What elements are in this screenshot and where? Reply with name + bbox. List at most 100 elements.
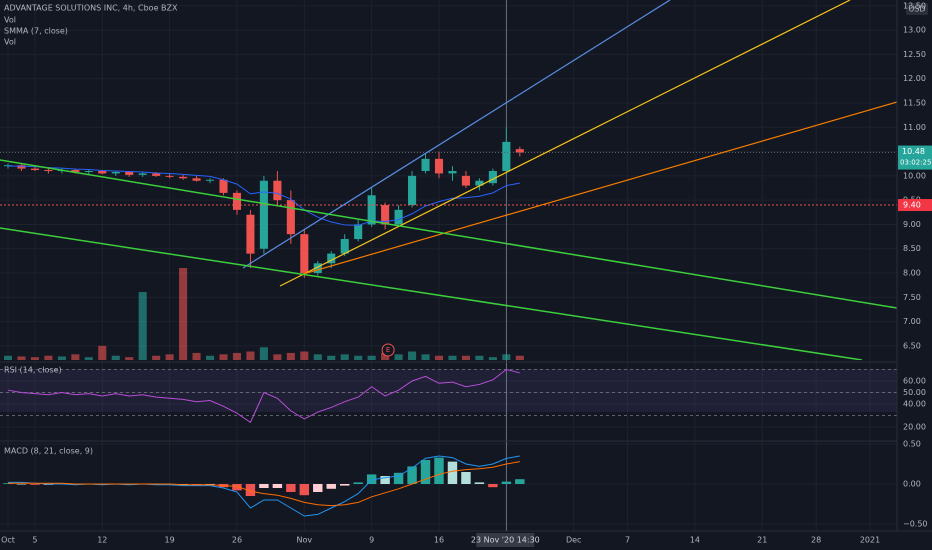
y-tick-label: 13.50 (903, 1, 926, 10)
volume-bar (57, 356, 66, 360)
macd-histogram-bar (515, 479, 525, 484)
trend-line (0, 227, 863, 360)
y-tick-label: 12.50 (903, 50, 926, 59)
candle-body (246, 214, 255, 254)
currency-box (906, 3, 928, 15)
macd-histogram-bar (232, 484, 242, 491)
marked-price-box (898, 199, 932, 212)
volume-bar (448, 355, 457, 360)
volume-bar (111, 355, 120, 360)
candle-body (448, 171, 457, 174)
y-tick-label: 11.50 (903, 98, 926, 107)
macd-histogram-bar (420, 460, 431, 484)
macd-histogram-bar (245, 484, 256, 496)
chart-title: ADVANTAGE SOLUTIONS INC, 4h, Cboe BZX (4, 4, 178, 13)
candle-body (327, 253, 336, 264)
candle-body (488, 171, 497, 184)
volume-bar (246, 351, 255, 360)
volume-bar (300, 351, 309, 360)
candle-body (152, 173, 161, 176)
y-tick-label: 0.00 (903, 480, 921, 489)
macd-histogram-bar (286, 484, 296, 492)
y-tick-label: 6.50 (903, 341, 921, 350)
macd-histogram-bar (299, 484, 310, 496)
y-tick-label: 13.00 (903, 26, 926, 35)
candle-body (313, 263, 322, 274)
candle-body (286, 200, 295, 235)
y-tick-label: 12.00 (903, 74, 926, 83)
rsi-band-fill (0, 369, 897, 412)
macd-histogram-bar (447, 461, 458, 484)
candle-body (192, 178, 201, 181)
x-tick-label: 14 (690, 536, 700, 545)
trend-line (279, 0, 851, 287)
volume-bar (286, 352, 295, 360)
macd-histogram-bar (259, 484, 269, 488)
earnings-marker (381, 343, 395, 357)
candle-body (340, 239, 349, 254)
macd-title: MACD (8, 21, close, 9) (4, 447, 93, 456)
candle-body (259, 180, 268, 249)
y-tick-label: 8.50 (903, 244, 921, 253)
candle-body (461, 175, 470, 186)
trend-line (242, 0, 671, 269)
candle-body (219, 179, 228, 193)
macd-histogram-bar (488, 484, 498, 488)
y-tick-label: 9.00 (903, 220, 921, 229)
candle-body (30, 168, 39, 171)
y-tick-label: 8.00 (903, 269, 921, 278)
smma-line (8, 165, 520, 226)
x-tick-label: 7 (625, 536, 630, 545)
macd-histogram-bar (16, 484, 27, 485)
candle-body (502, 141, 511, 172)
marked-price-label: 9.40 (903, 201, 921, 210)
y-tick-label: 0.50 (903, 440, 921, 449)
candle-body (17, 165, 26, 169)
macd-histogram-bar (380, 476, 390, 484)
volume-bar (367, 355, 376, 360)
candle-body (367, 195, 376, 225)
volume-bar (381, 352, 390, 360)
volume-bar (205, 355, 215, 360)
volume-bar (192, 352, 201, 360)
signal-line (8, 461, 520, 507)
x-tick-label: 16 (434, 536, 444, 545)
candle-body (98, 171, 107, 174)
candle-body (421, 158, 430, 172)
y-tick-label: 7.00 (903, 317, 921, 326)
plot-layer (0, 0, 897, 531)
trend-line (0, 159, 897, 309)
volume-bar (232, 352, 242, 360)
candle-body (273, 180, 282, 201)
x-tick-label: 2021 (860, 536, 880, 545)
volume-bar (17, 356, 26, 360)
macd-histogram-bar (340, 484, 350, 486)
candle-body (179, 176, 188, 179)
volume-bar (30, 357, 39, 360)
y-tick-label: −0.50 (903, 520, 928, 529)
candle-body (434, 158, 444, 174)
candle-body (138, 173, 147, 175)
grid-layer (0, 0, 897, 531)
candle-body (394, 209, 403, 225)
candle-body (125, 171, 134, 175)
volume-bar (408, 351, 417, 360)
y-tick-label: 20.00 (903, 423, 926, 432)
macd-histogram-bar (474, 482, 485, 484)
volume-bar (327, 355, 336, 360)
volume-bar (515, 355, 524, 360)
currency: USD (908, 5, 925, 14)
volume-bar (502, 354, 511, 360)
volume-bar (125, 357, 134, 360)
last-price-label: 10.48 (902, 147, 925, 156)
candle-body (354, 224, 363, 240)
volume-bar (394, 354, 403, 360)
macd-histogram-bar (313, 484, 323, 492)
x-tick-label: Oct (1, 536, 15, 545)
last-price-box (898, 145, 932, 170)
volume-bar (461, 355, 470, 360)
candle-body (515, 149, 524, 153)
x-tick-label: 12 (97, 536, 107, 545)
